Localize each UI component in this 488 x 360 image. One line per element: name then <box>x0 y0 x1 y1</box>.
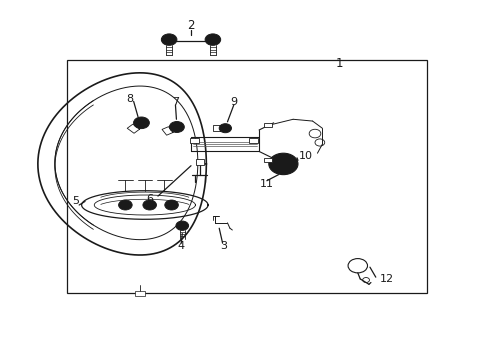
Circle shape <box>268 153 297 175</box>
Bar <box>190 138 199 143</box>
Text: 2: 2 <box>187 19 194 32</box>
Bar <box>264 123 271 127</box>
Text: 6: 6 <box>146 194 153 203</box>
Text: 4: 4 <box>177 241 184 251</box>
Circle shape <box>219 124 231 133</box>
Bar <box>196 159 203 165</box>
Text: 1: 1 <box>335 57 343 70</box>
Circle shape <box>169 122 184 132</box>
Bar <box>264 158 271 162</box>
Circle shape <box>204 34 220 45</box>
Circle shape <box>161 34 177 45</box>
Text: 11: 11 <box>259 179 273 189</box>
Text: 9: 9 <box>230 97 237 107</box>
Circle shape <box>164 200 178 210</box>
Text: 7: 7 <box>172 97 179 107</box>
Text: 12: 12 <box>379 274 393 284</box>
Bar <box>249 138 258 143</box>
Circle shape <box>118 200 132 210</box>
Bar <box>135 291 144 296</box>
Bar <box>67 60 426 293</box>
Circle shape <box>133 117 149 129</box>
Circle shape <box>176 221 188 230</box>
Text: 5: 5 <box>72 197 79 206</box>
Text: 8: 8 <box>126 94 134 104</box>
Circle shape <box>142 200 156 210</box>
Text: 3: 3 <box>220 241 227 251</box>
Text: 10: 10 <box>298 151 312 161</box>
